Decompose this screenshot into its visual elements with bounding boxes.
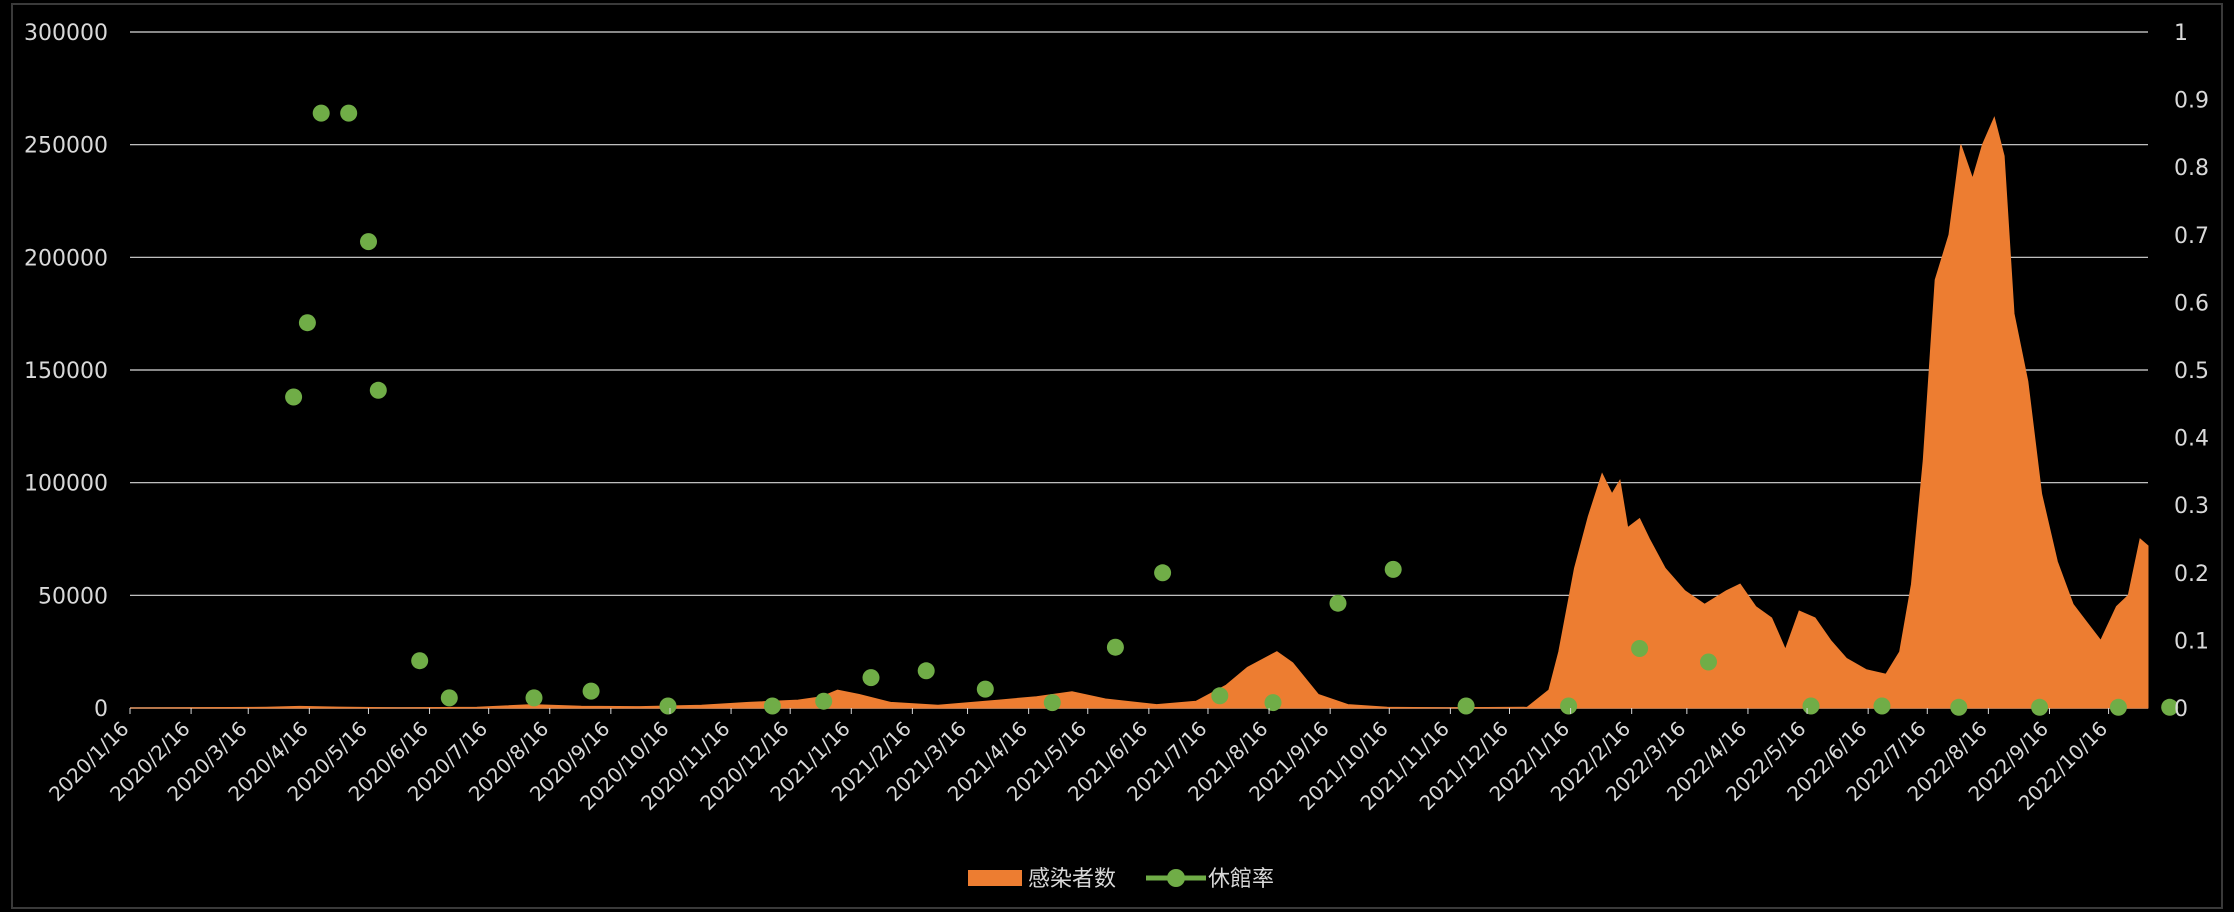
closure-rate-point [2031,698,2049,716]
right-axis-tick-label: 0.4 [2174,427,2209,452]
legend-swatch-infections [968,870,1022,886]
closure-rate-point [1106,638,1124,656]
closure-rate-point [360,233,377,251]
right-axis-tick-label: 0.5 [2174,359,2209,384]
left-axis-tick-label: 100000 [24,472,108,497]
right-y-axis: 0 0.1 0.2 0.3 0.4 0.5 0.6 0.7 0.8 0.9 1 [2174,21,2209,722]
closure-rate-point [1950,698,1968,716]
left-axis-tick-label: 200000 [24,246,108,271]
closure-rate-point [440,689,458,707]
closure-rate-point [815,692,833,710]
legend-label-infections: 感染者数 [1028,867,1116,892]
closure-rate-point [340,104,358,122]
right-axis-tick-label: 0.1 [2174,629,2209,654]
closure-rate-point [862,669,880,687]
left-axis-tick-label: 0 [94,697,108,722]
left-y-axis: 0 50000 100000 150000 200000 250000 300000 [24,21,108,722]
closure-rate-point [2161,698,2179,716]
closure-rate-point [1457,697,1475,715]
closure-rate-point [1802,697,1820,715]
closure-rate-point [1329,594,1347,612]
closure-rate-point [298,314,316,332]
closure-rate-point [369,381,387,399]
right-axis-tick-label: 0.3 [2174,494,2209,519]
closure-rate-point [1631,640,1649,657]
closure-rate-point [1560,697,1578,715]
closure-rate-point [1873,697,1891,715]
closure-rate-point [1154,564,1172,582]
closure-rate-point [285,388,303,406]
closure-rate-point [659,697,677,715]
closure-rate-point [1043,694,1061,712]
right-axis-tick-label: 0.2 [2174,562,2209,587]
closure-rate-point [582,682,600,700]
left-axis-tick-label: 300000 [24,21,108,46]
closure-rate-point [1384,560,1402,578]
closure-rate-point [312,104,330,122]
legend-swatch-marker-closure-rate [1167,869,1185,887]
closure-rate-scatter-series [285,104,2179,716]
right-axis-tick-label: 0.7 [2174,224,2209,249]
right-axis-tick-label: 0.6 [2174,291,2209,316]
closure-rate-point [411,652,429,670]
left-axis-tick-label: 150000 [24,359,108,384]
chart-border [11,3,2223,909]
closure-rate-point [1264,694,1282,712]
closure-rate-point [976,680,994,698]
closure-rate-point [917,662,935,680]
legend: 感染者数 休館率 [968,867,1274,892]
right-axis-tick-label: 0 [2174,697,2188,722]
infections-area [129,116,2149,709]
infections-area-series [129,116,2149,709]
left-axis-tick-label: 50000 [38,584,108,609]
closure-rate-point [2109,698,2127,716]
right-axis-tick-label: 0.9 [2174,89,2209,114]
closure-rate-point [1211,687,1229,705]
left-axis-tick-label: 250000 [24,134,108,159]
right-axis-tick-label: 0.8 [2174,156,2209,181]
legend-label-closure-rate: 休館率 [1208,867,1274,892]
closure-rate-point [763,697,781,715]
closure-rate-point [525,689,543,707]
closure-rate-point [1700,653,1717,671]
right-axis-tick-label: 1 [2174,21,2188,46]
